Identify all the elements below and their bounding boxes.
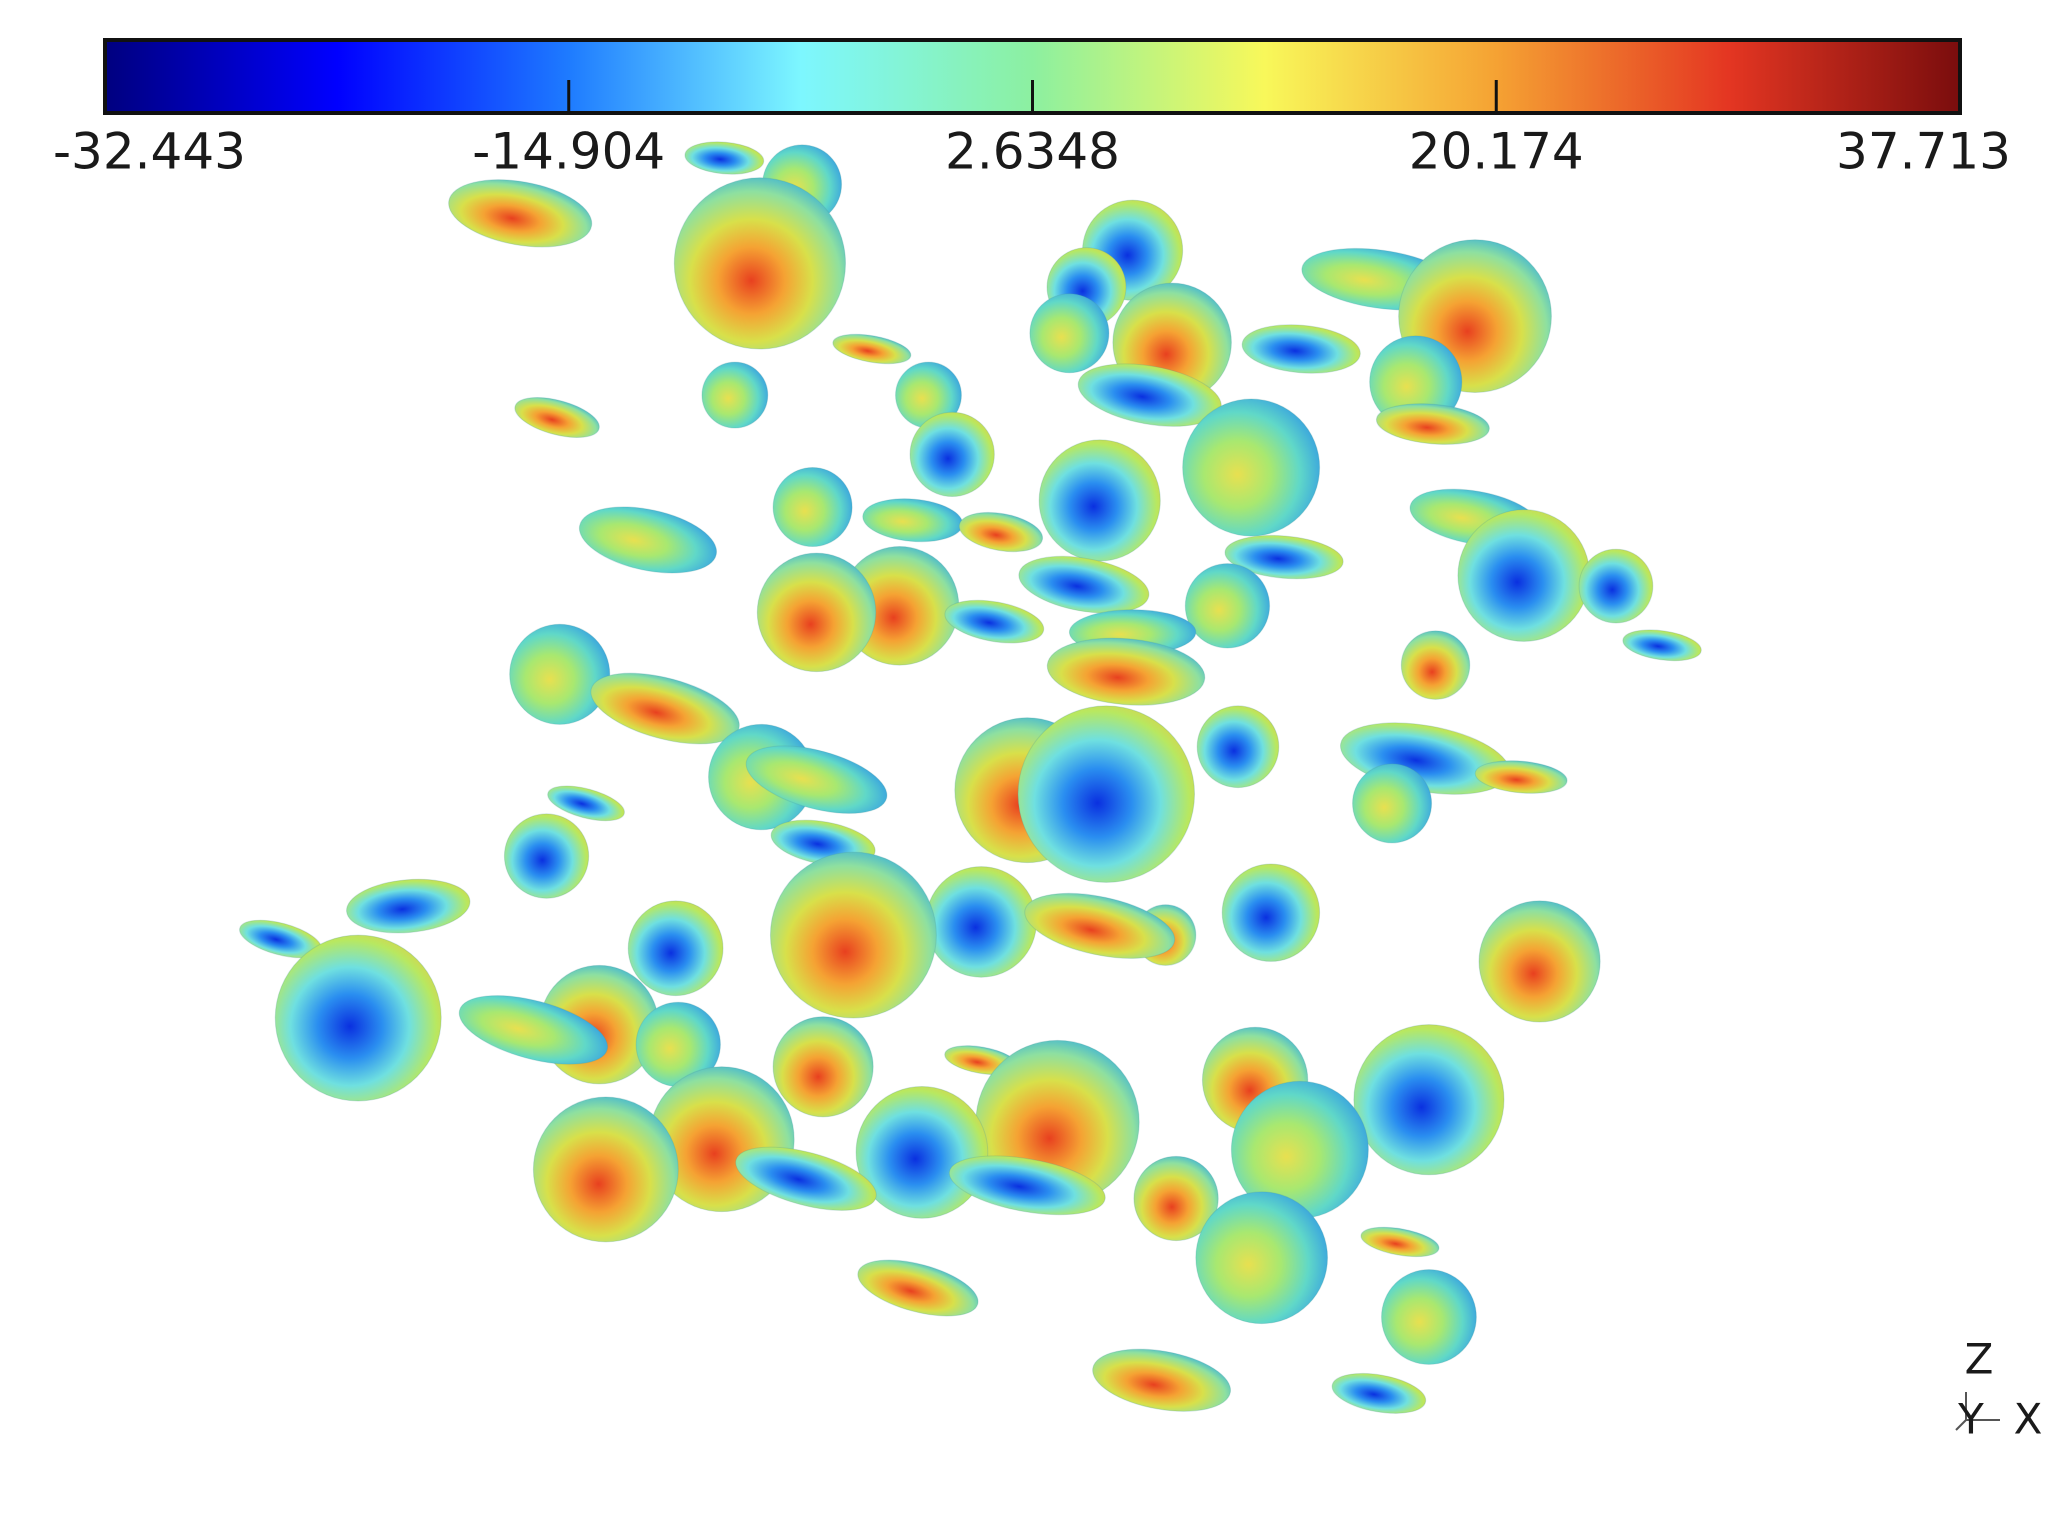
ellipsoid xyxy=(578,506,718,574)
tick-label: 2.6348 xyxy=(945,123,1120,181)
ellipsoid xyxy=(948,1155,1106,1216)
particles xyxy=(239,141,1702,1414)
sphere xyxy=(1017,705,1196,883)
sphere xyxy=(503,813,590,899)
ellipsoid xyxy=(514,396,600,438)
ellipsoid xyxy=(1331,1372,1427,1414)
tick-label: -32.443 xyxy=(53,123,246,181)
tick-label: -14.904 xyxy=(472,123,665,181)
sphere xyxy=(772,1016,874,1118)
ellipsoid xyxy=(1360,1226,1440,1258)
sphere xyxy=(909,411,995,498)
ellipsoid xyxy=(458,995,609,1065)
sphere xyxy=(1478,900,1601,1023)
sphere xyxy=(1353,1024,1505,1176)
axis-label: X xyxy=(2014,1395,2043,1444)
ellipsoid xyxy=(944,599,1045,644)
sphere xyxy=(925,866,1037,978)
sphere xyxy=(772,467,853,548)
sphere xyxy=(532,1096,679,1243)
ellipsoid xyxy=(1622,629,1702,662)
ellipsoid xyxy=(448,179,593,248)
ellipsoid xyxy=(1224,534,1344,580)
sphere xyxy=(701,361,769,429)
ellipsoid xyxy=(745,745,888,814)
sphere xyxy=(1352,763,1433,844)
ellipsoid xyxy=(1375,403,1490,445)
sphere xyxy=(627,900,724,997)
ellipsoid xyxy=(684,141,765,175)
sphere xyxy=(1029,293,1110,374)
triad-axis xyxy=(1955,1419,1967,1431)
ellipsoid xyxy=(1046,637,1206,706)
sphere xyxy=(1182,398,1321,537)
sphere xyxy=(1133,1155,1219,1242)
ellipsoid xyxy=(1092,1348,1232,1412)
ellipsoid xyxy=(832,333,912,365)
ellipsoid xyxy=(1024,892,1176,959)
ellipsoid xyxy=(862,498,964,543)
sphere xyxy=(1038,439,1161,562)
ellipsoid xyxy=(346,878,471,934)
sphere xyxy=(1400,630,1471,700)
sphere xyxy=(1457,509,1591,642)
ellipsoid xyxy=(735,1146,877,1211)
ellipsoid xyxy=(857,1259,979,1317)
sphere xyxy=(1184,563,1271,649)
ellipsoid xyxy=(1474,760,1568,794)
sphere xyxy=(769,851,937,1019)
tick-label: 20.174 xyxy=(1409,123,1584,181)
ellipsoid xyxy=(958,511,1044,553)
axis-label: Y xyxy=(1957,1395,1984,1444)
ellipsoid xyxy=(590,672,740,745)
ellipsoid xyxy=(1018,555,1150,614)
sphere xyxy=(1196,705,1280,789)
axis-label: Z xyxy=(1965,1335,1994,1384)
sphere xyxy=(1195,1191,1329,1325)
sphere xyxy=(1381,1269,1477,1365)
sphere xyxy=(509,623,611,725)
sphere xyxy=(756,552,877,673)
tick-label: 37.713 xyxy=(1836,123,2011,181)
sphere xyxy=(274,934,442,1102)
sphere xyxy=(855,1086,989,1219)
ellipsoid xyxy=(1241,324,1361,374)
sphere xyxy=(1221,863,1321,962)
axes-triad: Z Y X xyxy=(1955,1335,2043,1444)
sphere xyxy=(673,177,847,350)
sphere xyxy=(1578,548,1654,624)
colorbar: -32.443 -14.904 2.6348 20.174 37.713 xyxy=(53,38,2011,181)
ellipsoid xyxy=(547,785,625,822)
